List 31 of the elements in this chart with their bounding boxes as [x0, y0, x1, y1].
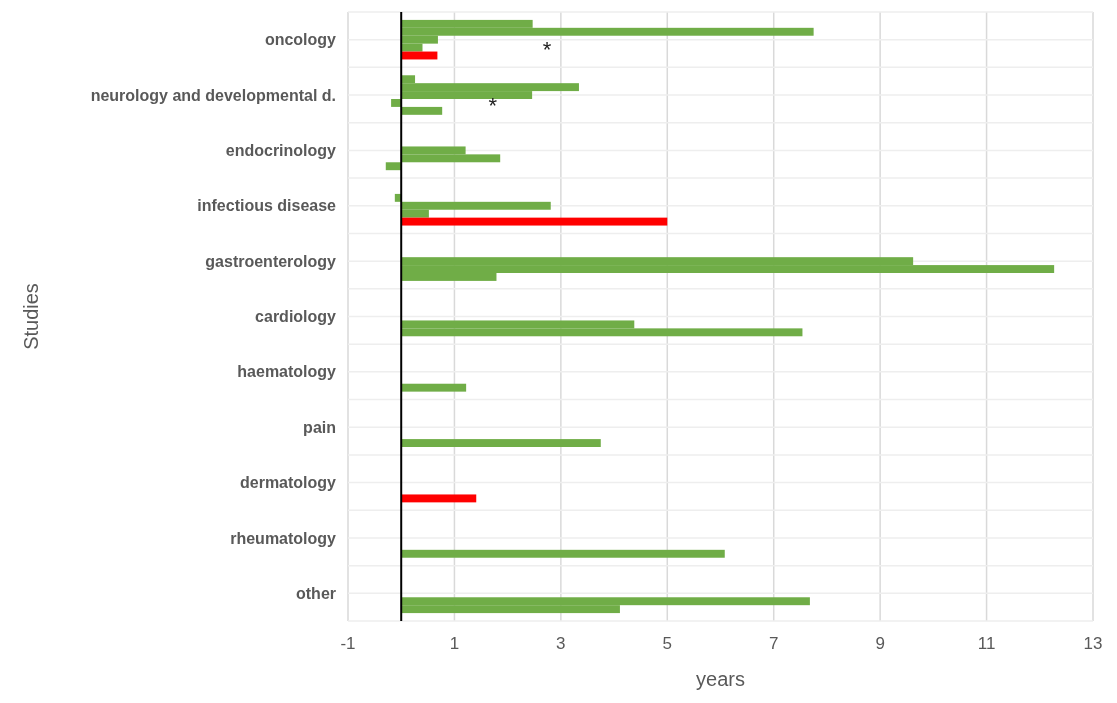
bar: [401, 439, 601, 447]
x-tick-label: 1: [449, 634, 460, 653]
x-tick-label: -1: [340, 634, 356, 653]
x-tick-label: 13: [1083, 634, 1103, 653]
y-tick-label: endocrinology: [225, 142, 337, 160]
y-axis-title: Studies: [20, 283, 42, 350]
y-tick-label: cardiology: [255, 308, 337, 326]
y-tick-label: gastroenterology: [205, 252, 337, 270]
bar: [401, 549, 725, 558]
bar: [401, 494, 477, 503]
x-tick-label: 5: [662, 634, 673, 653]
y-tick-label: rheumatology: [230, 529, 337, 547]
annotation: *: [488, 92, 498, 118]
bar: [385, 162, 402, 171]
y-tick-label: oncology: [264, 31, 337, 49]
bar: [401, 217, 668, 226]
bar: [391, 99, 402, 107]
x-tick-label: 11: [977, 634, 996, 653]
x-axis-title: years: [696, 668, 745, 690]
y-tick-label: other: [296, 584, 336, 602]
y-tick-label: pain: [303, 418, 336, 436]
x-tick-label: 3: [556, 634, 566, 653]
y-tick-label: infectious disease: [197, 197, 337, 215]
annotation: *: [542, 37, 552, 63]
y-tick-label: haematology: [237, 363, 337, 381]
bar: [401, 383, 467, 392]
x-tick-label: 9: [875, 634, 885, 653]
x-tick-label: 7: [768, 634, 779, 653]
y-tick-label: neurology and developmental d.: [90, 86, 336, 104]
bar: [401, 106, 443, 115]
y-tick-label: dermatology: [239, 474, 337, 492]
